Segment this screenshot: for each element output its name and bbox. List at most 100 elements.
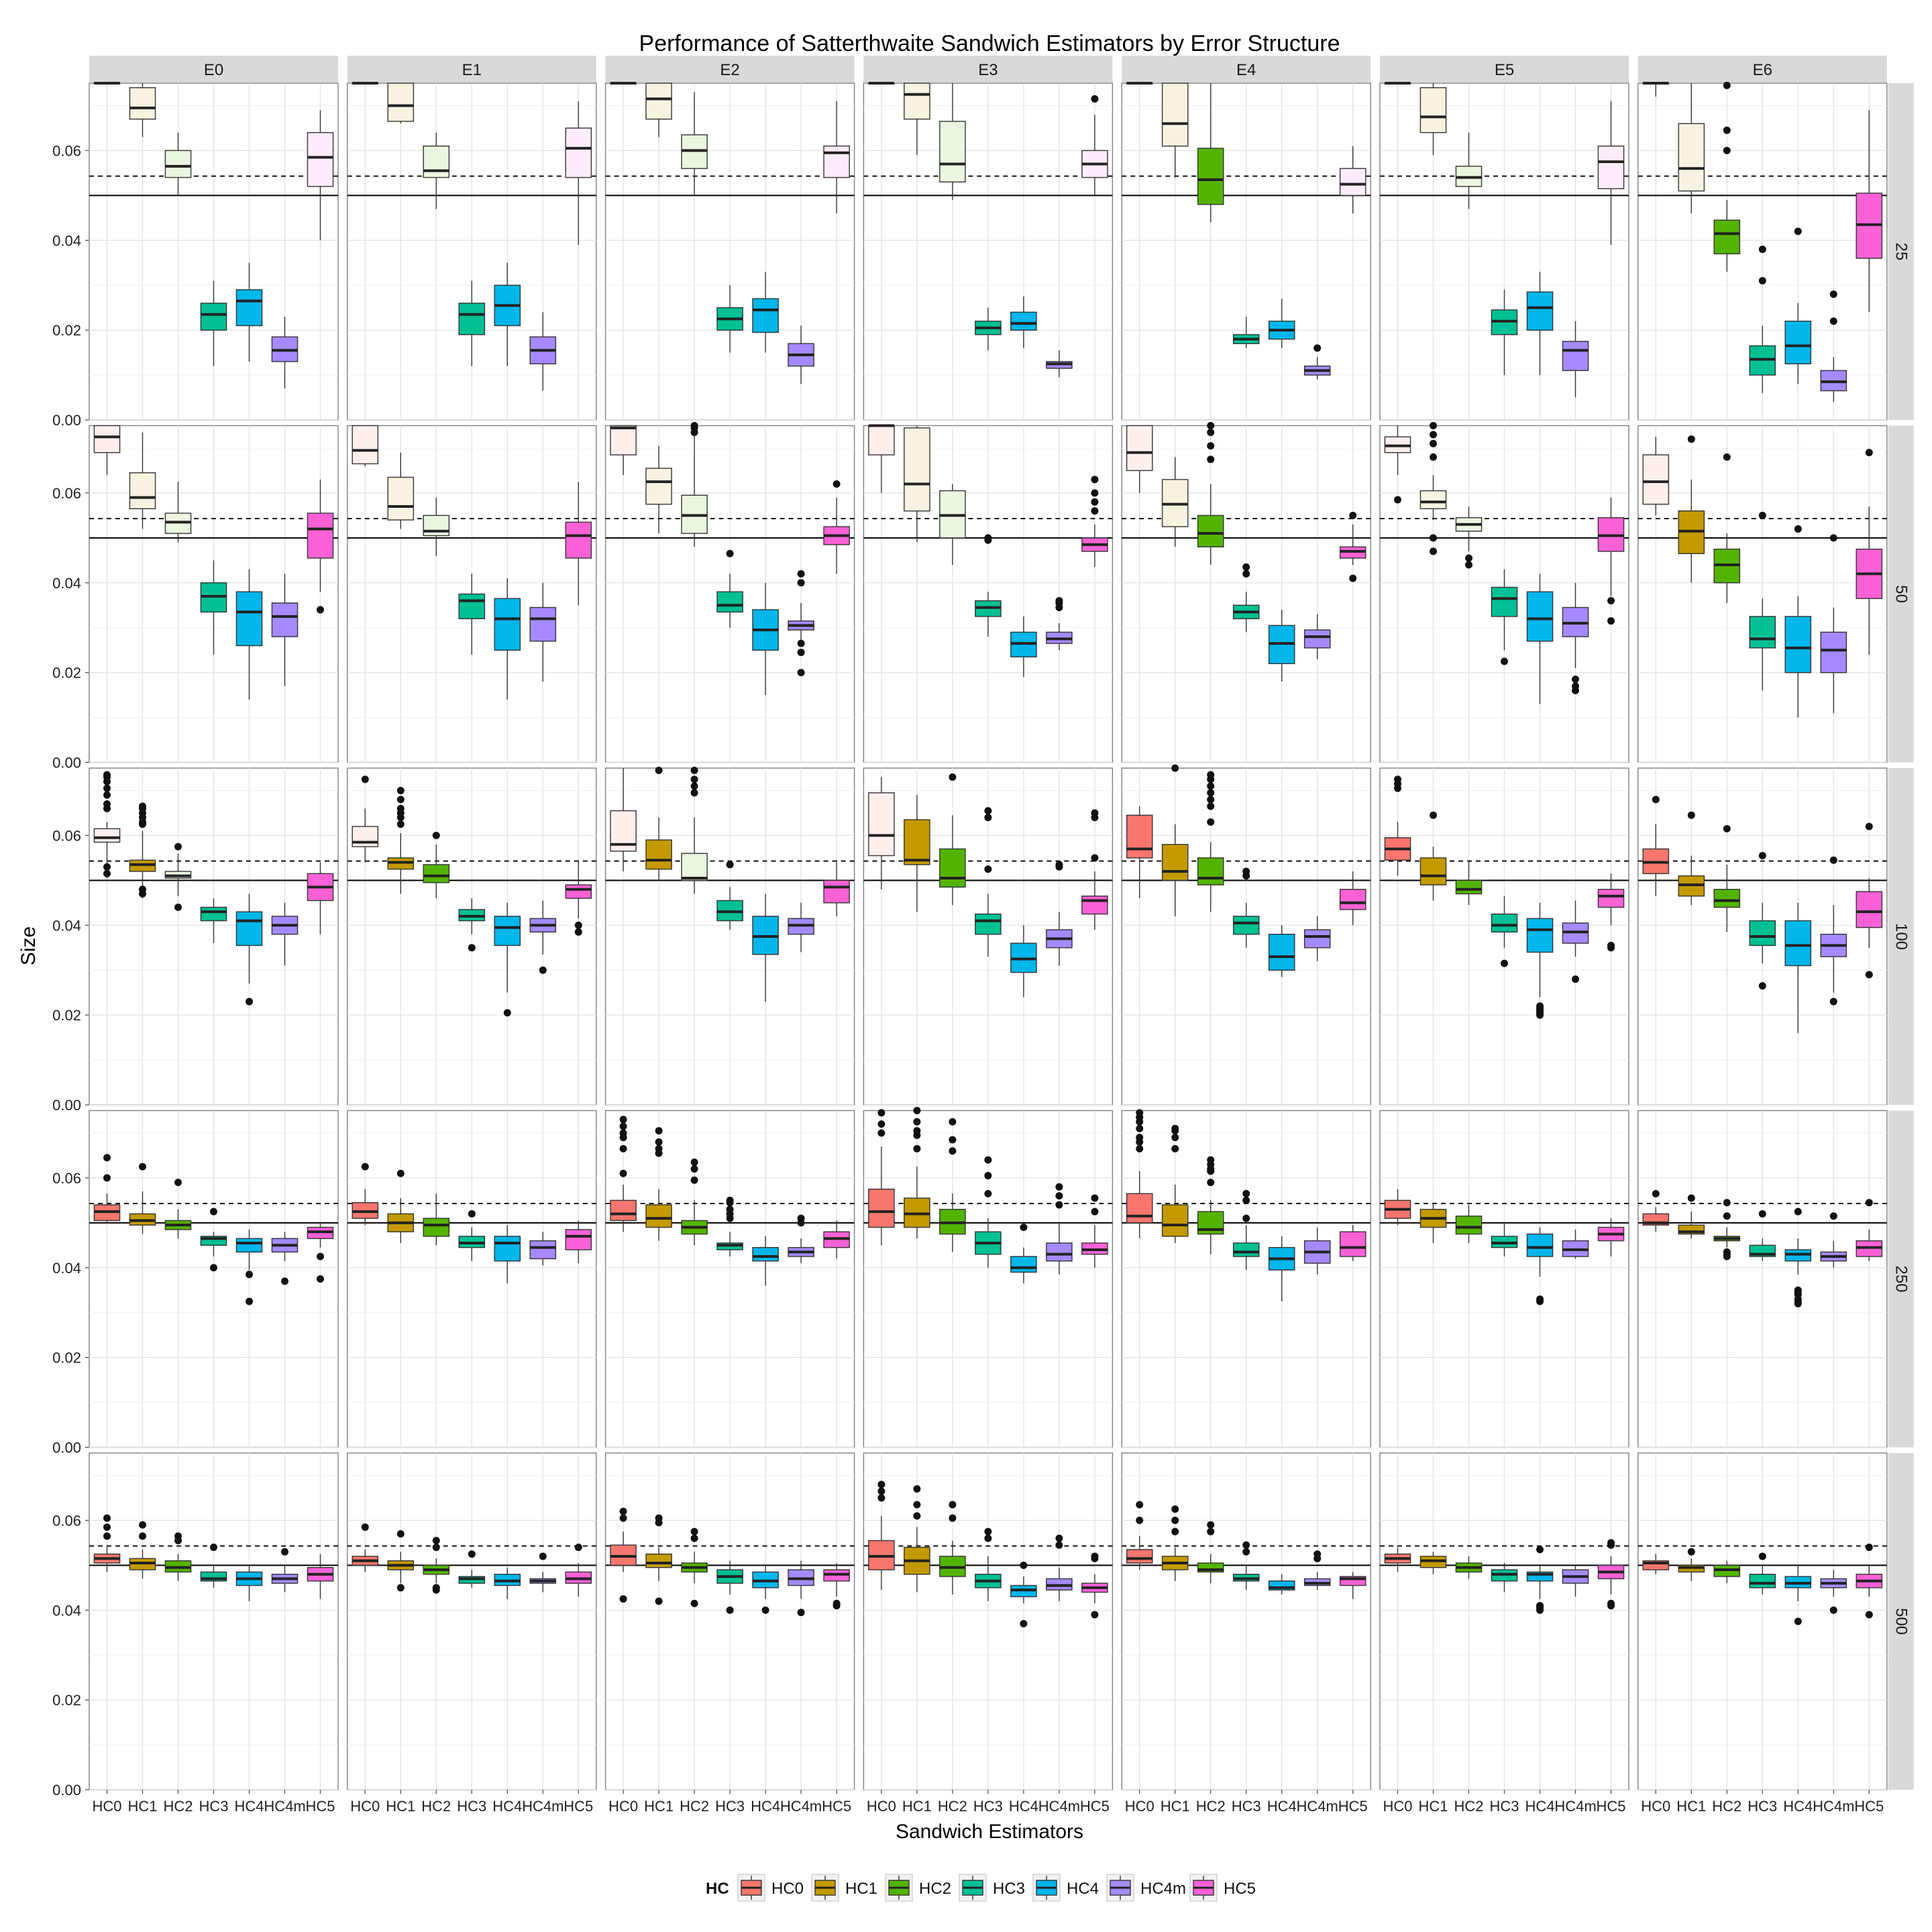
panel-e6-100 bbox=[1638, 767, 1888, 1106]
x-tick-label: HC0 bbox=[608, 1798, 638, 1815]
box-hc3 bbox=[458, 280, 486, 366]
outlier-point bbox=[1242, 570, 1250, 578]
outlier-point bbox=[1055, 597, 1063, 605]
box-hc2 bbox=[1713, 81, 1741, 272]
box-body bbox=[494, 916, 521, 947]
outlier-point bbox=[432, 1537, 440, 1545]
panel-e4-100 bbox=[1121, 764, 1371, 1106]
box-hc4m bbox=[1303, 614, 1331, 659]
box-hc3 bbox=[458, 1210, 486, 1261]
y-tick-label: 0.00 bbox=[52, 1097, 81, 1114]
box-hc5 bbox=[1597, 1218, 1625, 1257]
outlier-point bbox=[1136, 1124, 1144, 1132]
box-hc4 bbox=[1784, 1208, 1812, 1307]
outlier-point bbox=[103, 1532, 111, 1540]
outlier-point bbox=[1242, 1541, 1250, 1549]
box-hc3 bbox=[716, 1196, 743, 1257]
box-hc1 bbox=[1419, 422, 1447, 555]
box-hc3 bbox=[1232, 317, 1260, 348]
outlier-point bbox=[1136, 1109, 1144, 1117]
legend-item-hc4m: HC4m bbox=[1106, 1874, 1186, 1902]
box-hc4m bbox=[788, 902, 814, 953]
outlier-point bbox=[1652, 1189, 1660, 1197]
outlier-point bbox=[984, 865, 992, 873]
outlier-point bbox=[1171, 1134, 1179, 1142]
outlier-point bbox=[1758, 1210, 1766, 1218]
outlier-point bbox=[1091, 1552, 1099, 1560]
outlier-point bbox=[103, 1523, 111, 1531]
box-body bbox=[645, 839, 672, 870]
box-hc0 bbox=[868, 82, 895, 85]
box-hc4m bbox=[788, 1214, 814, 1264]
outlier-point bbox=[1536, 1546, 1544, 1554]
box-hc0 bbox=[610, 768, 637, 871]
box-hc1 bbox=[387, 1169, 415, 1243]
box-hc1 bbox=[904, 795, 930, 912]
box-hc4m bbox=[1046, 1183, 1073, 1275]
box-hc0 bbox=[1126, 806, 1153, 899]
panel-e6-50 bbox=[1638, 425, 1888, 763]
outlier-point bbox=[246, 1297, 253, 1305]
outlier-point bbox=[103, 771, 111, 779]
outlier-point bbox=[1829, 1212, 1837, 1220]
outlier-point bbox=[1242, 1189, 1250, 1197]
x-tick-label: HC2 bbox=[1196, 1798, 1226, 1815]
box-hc2 bbox=[423, 831, 450, 899]
outlier-point bbox=[1091, 854, 1099, 862]
outlier-point bbox=[1091, 809, 1099, 817]
outlier-point bbox=[539, 966, 547, 974]
box-hc2 bbox=[1455, 860, 1483, 906]
box-body bbox=[1419, 490, 1447, 510]
y-tick-label: 0.04 bbox=[52, 1602, 81, 1619]
box-hc5 bbox=[1081, 1552, 1108, 1619]
box-hc0 bbox=[93, 82, 121, 85]
box-hc4m bbox=[271, 574, 299, 686]
box-hc4m bbox=[1046, 861, 1073, 966]
x-tick-label: HC2 bbox=[680, 1798, 709, 1815]
box-hc5 bbox=[1081, 1194, 1108, 1268]
box-hc4m bbox=[1562, 1229, 1589, 1259]
outlier-point bbox=[174, 1532, 182, 1540]
y-tick-label: 0.06 bbox=[52, 1170, 81, 1187]
outlier-point bbox=[797, 1214, 805, 1222]
box-hc0 bbox=[1126, 1501, 1153, 1570]
box-hc4 bbox=[235, 1229, 263, 1305]
outlier-point bbox=[281, 1548, 288, 1556]
x-tick-label: HC0 bbox=[1125, 1798, 1155, 1815]
legend: HC HC0 HC1 HC2 HC3 HC4 HC4m HC5 bbox=[706, 1874, 1256, 1902]
box-body bbox=[645, 1204, 672, 1228]
outlier-point bbox=[396, 1169, 405, 1177]
outlier-point bbox=[1652, 796, 1660, 804]
box-hc0 bbox=[1642, 82, 1670, 97]
legend-title: HC bbox=[706, 1880, 729, 1898]
box-hc3 bbox=[1491, 289, 1518, 376]
box-hc2 bbox=[939, 773, 966, 906]
box-hc4 bbox=[494, 902, 521, 1017]
box-hc1 bbox=[904, 425, 930, 543]
box-hc4m bbox=[271, 1232, 299, 1285]
outlier-point bbox=[1207, 1521, 1215, 1529]
outlier-point bbox=[1723, 1248, 1731, 1256]
legend-label: HC0 bbox=[771, 1880, 804, 1898]
outlier-point bbox=[1865, 1611, 1873, 1619]
box-hc3 bbox=[716, 549, 743, 628]
outlier-point bbox=[174, 1179, 182, 1187]
outlier-point bbox=[877, 1494, 885, 1502]
facet-panels: E0 E1 E2 E3 E4 E5 E6 25 0.00 0.02 0.04 0.06 50 0.00 0.… bbox=[52, 56, 1914, 1815]
panel-e2-50 bbox=[604, 422, 855, 763]
outlier-point bbox=[246, 998, 253, 1006]
outlier-point bbox=[655, 1138, 663, 1146]
outlier-point bbox=[1207, 802, 1215, 810]
outlier-point bbox=[690, 1165, 698, 1173]
outlier-point bbox=[1794, 227, 1802, 235]
box-hc1 bbox=[1419, 1202, 1447, 1243]
box-hc1 bbox=[129, 1163, 156, 1234]
box-hc3 bbox=[1749, 1552, 1776, 1595]
box-hc0 bbox=[1642, 1554, 1670, 1574]
facet-strip-e1 bbox=[347, 56, 596, 83]
box-hc4m bbox=[1820, 1212, 1847, 1268]
outlier-point bbox=[1723, 453, 1731, 461]
outlier-point bbox=[1758, 1552, 1766, 1560]
box-hc4m bbox=[1303, 1227, 1331, 1275]
box-hc3 bbox=[458, 1550, 486, 1588]
